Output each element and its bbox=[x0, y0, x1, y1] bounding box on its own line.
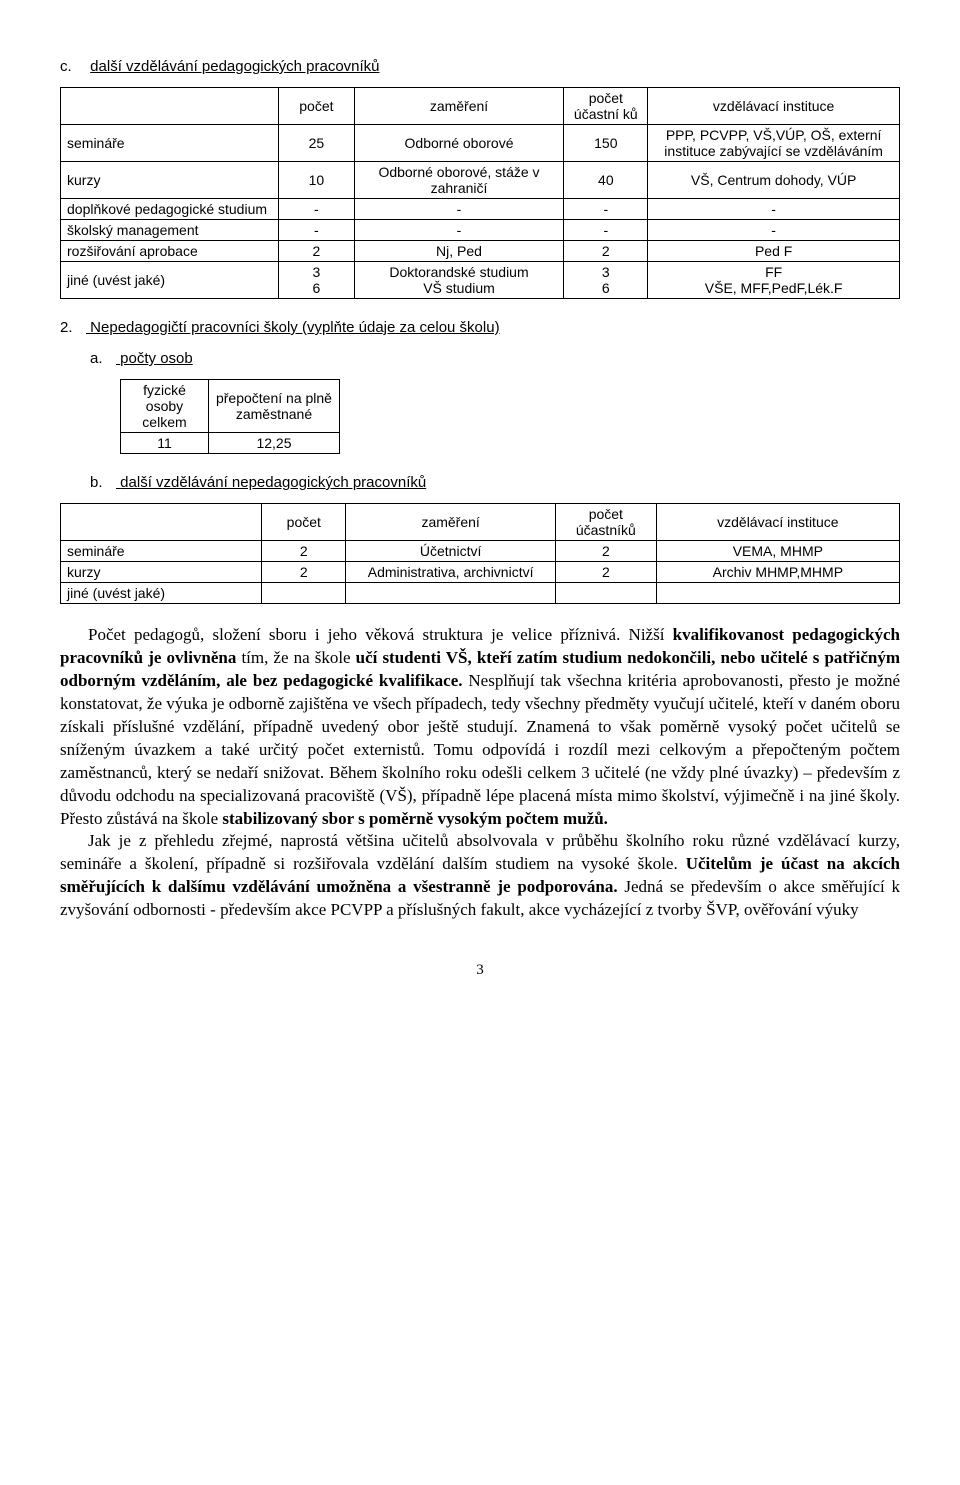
table-cell: Nj, Ped bbox=[354, 241, 564, 262]
table-cell: - bbox=[354, 220, 564, 241]
table-header-cell bbox=[61, 88, 279, 125]
table-cell: semináře bbox=[61, 125, 279, 162]
table-header-cell: počet účastní ků bbox=[564, 88, 648, 125]
table-cell: 25 bbox=[279, 125, 355, 162]
table-cell: VEMA, MHMP bbox=[656, 541, 899, 562]
table-cell: - bbox=[648, 199, 900, 220]
section-2-number: 2. bbox=[60, 319, 86, 336]
table-header-cell: vzdělávací instituce bbox=[648, 88, 900, 125]
table-header-cell: přepočtení na plně zaměstnané bbox=[208, 380, 339, 433]
text-run: stabilizovaný sbor s poměrně vysokým poč… bbox=[222, 809, 608, 828]
table-cell: Administrativa, archivnictví bbox=[346, 562, 556, 583]
table-header-cell: fyzické osoby celkem bbox=[121, 380, 209, 433]
table-cell: 36 bbox=[279, 262, 355, 299]
table-cell: 12,25 bbox=[208, 433, 339, 454]
table-cell: 2 bbox=[262, 562, 346, 583]
table-cell: 11 bbox=[121, 433, 209, 454]
section-c-title: další vzdělávání pedagogických pracovník… bbox=[90, 58, 379, 75]
section-a-letter: a. bbox=[90, 350, 116, 367]
table-header-cell: vzdělávací instituce bbox=[656, 504, 899, 541]
text-run: tím, že na škole bbox=[236, 648, 355, 667]
table-header-cell: počet účastníků bbox=[556, 504, 657, 541]
table-cell: kurzy bbox=[61, 562, 262, 583]
table-cell: jiné (uvést jaké) bbox=[61, 262, 279, 299]
table-cell: rozšiřování aprobace bbox=[61, 241, 279, 262]
table-cell: Doktorandské studiumVŠ studium bbox=[354, 262, 564, 299]
table-cell bbox=[556, 583, 657, 604]
table-header-cell bbox=[61, 504, 262, 541]
table-cell: jiné (uvést jaké) bbox=[61, 583, 262, 604]
section-2-title: Nepedagogičtí pracovníci školy (vyplňte … bbox=[90, 319, 499, 336]
page-number: 3 bbox=[60, 962, 900, 979]
table-cell: doplňkové pedagogické studium bbox=[61, 199, 279, 220]
table-cell: 2 bbox=[556, 541, 657, 562]
table-cell: 40 bbox=[564, 162, 648, 199]
table-cell: kurzy bbox=[61, 162, 279, 199]
section-b-letter: b. bbox=[90, 474, 116, 491]
table-cell: Odborné oborové bbox=[354, 125, 564, 162]
table-cell: - bbox=[564, 199, 648, 220]
table-cell: - bbox=[354, 199, 564, 220]
table-cell: - bbox=[564, 220, 648, 241]
table-cell bbox=[346, 583, 556, 604]
table-a: fyzické osoby celkempřepočtení na plně z… bbox=[120, 379, 340, 454]
body-text: Počet pedagogů, složení sboru i jeho věk… bbox=[60, 624, 900, 922]
table-b: početzaměřenípočet účastníkůvzdělávací i… bbox=[60, 503, 900, 604]
table-cell: Ped F bbox=[648, 241, 900, 262]
table-header-cell: zaměření bbox=[346, 504, 556, 541]
paragraph-2: Jak je z přehledu zřejmé, naprostá větši… bbox=[60, 830, 900, 922]
table-cell: Archiv MHMP,MHMP bbox=[656, 562, 899, 583]
table-cell: - bbox=[648, 220, 900, 241]
table-cell: 36 bbox=[564, 262, 648, 299]
table-cell: 2 bbox=[556, 562, 657, 583]
table-cell: - bbox=[279, 199, 355, 220]
table-cell: - bbox=[279, 220, 355, 241]
table-cell bbox=[262, 583, 346, 604]
table-cell: FFVŠE, MFF,PedF,Lék.F bbox=[648, 262, 900, 299]
table-cell: školský management bbox=[61, 220, 279, 241]
table-cell bbox=[656, 583, 899, 604]
table-header-cell: počet bbox=[262, 504, 346, 541]
section-a-heading: a. počty osob bbox=[60, 350, 900, 367]
section-b-heading: b. další vzdělávání nepedagogických prac… bbox=[60, 474, 900, 491]
section-2-heading: 2. Nepedagogičtí pracovníci školy (vyplň… bbox=[60, 319, 900, 336]
table-cell: 2 bbox=[564, 241, 648, 262]
section-b-title: další vzdělávání nepedagogických pracovn… bbox=[120, 474, 426, 491]
table-header-cell: zaměření bbox=[354, 88, 564, 125]
table-cell: 2 bbox=[262, 541, 346, 562]
table-cell: 2 bbox=[279, 241, 355, 262]
table-header-cell: počet bbox=[279, 88, 355, 125]
section-c-letter: c. bbox=[60, 58, 86, 75]
table-cell: Účetnictví bbox=[346, 541, 556, 562]
section-a-title: počty osob bbox=[120, 350, 193, 367]
table-c: početzaměřenípočet účastní kůvzdělávací … bbox=[60, 87, 900, 299]
paragraph-1: Počet pedagogů, složení sboru i jeho věk… bbox=[60, 624, 900, 830]
table-cell: PPP, PCVPP, VŠ,VÚP, OŠ, externí instituc… bbox=[648, 125, 900, 162]
text-run: Počet pedagogů, složení sboru i jeho věk… bbox=[88, 625, 673, 644]
table-cell: 150 bbox=[564, 125, 648, 162]
table-cell: VŠ, Centrum dohody, VÚP bbox=[648, 162, 900, 199]
table-cell: Odborné oborové, stáže v zahraničí bbox=[354, 162, 564, 199]
text-run: Nesplňují tak všechna kritéria aprobovan… bbox=[60, 671, 900, 828]
section-c-heading: c. další vzdělávání pedagogických pracov… bbox=[60, 58, 900, 75]
table-cell: 10 bbox=[279, 162, 355, 199]
table-cell: semináře bbox=[61, 541, 262, 562]
